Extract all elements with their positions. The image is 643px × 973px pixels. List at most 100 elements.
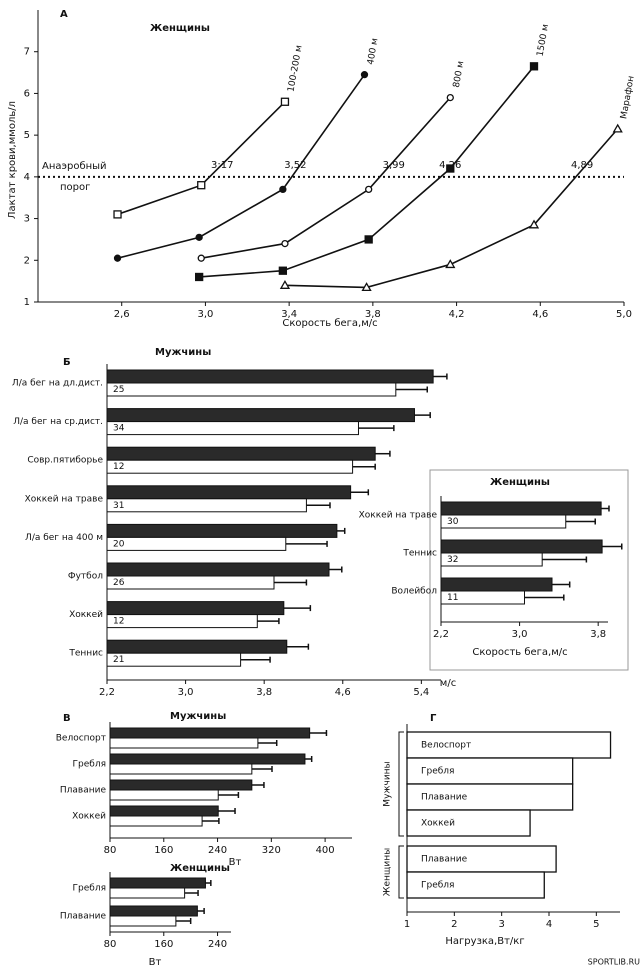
category-label: Гребля	[73, 884, 106, 894]
x-tick-label: 3	[498, 919, 504, 930]
marker	[365, 185, 373, 194]
category-label: Гребля	[421, 881, 454, 891]
line	[117, 101, 286, 216]
category-label: Совр.пятиборье	[27, 456, 103, 466]
sample-size: 21	[113, 655, 124, 665]
marker	[113, 254, 122, 262]
sample-size: 11	[447, 593, 458, 603]
x-axis-label: Вт	[229, 857, 242, 868]
bar	[106, 485, 352, 500]
category-label: Теннис	[402, 549, 437, 559]
category-label: Л/а бег на ср.дист.	[13, 417, 103, 427]
bar	[106, 369, 434, 384]
panel-letter: А	[60, 9, 68, 20]
x-tick-label: 160	[154, 939, 173, 950]
x-tick-label: 240	[208, 845, 227, 856]
category-label: Гребля	[73, 760, 106, 770]
bar	[106, 652, 242, 667]
marker	[280, 97, 290, 106]
bar	[106, 536, 287, 551]
x-tick-label: 3,8	[590, 629, 606, 640]
marker	[197, 181, 206, 190]
x-tick-label: 80	[104, 845, 117, 856]
y-tick-label: 5	[24, 130, 30, 141]
x-axis-label: Нагрузка,Вт/кг	[445, 936, 524, 947]
bar	[106, 446, 376, 461]
x-axis-label: Вт	[149, 957, 162, 968]
x-axis-label: м/с	[440, 678, 456, 689]
x-tick-label: 5	[593, 919, 599, 930]
group-label: Женщины	[383, 848, 393, 896]
inset-frame	[429, 469, 629, 671]
marker	[197, 254, 205, 262]
x-tick-label: 3,0	[178, 687, 194, 698]
category-label: Плавание	[421, 793, 468, 803]
x-tick-label: 240	[208, 939, 227, 950]
bar	[109, 905, 198, 917]
bar	[106, 382, 397, 397]
chart-title: Женщины	[490, 477, 550, 488]
bar	[106, 523, 338, 538]
x-tick-label: 5,4	[413, 687, 429, 698]
bar	[109, 779, 253, 791]
category-label: Велоспорт	[56, 734, 106, 744]
category-label: Хоккей на траве	[25, 494, 104, 504]
sample-size: 12	[113, 462, 124, 472]
y-tick-label: 1	[24, 297, 30, 308]
sample-size: 32	[447, 555, 458, 565]
x-tick-label: 320	[262, 845, 281, 856]
threshold-speed: 3,52	[284, 160, 306, 171]
y-tick-label: 3	[24, 214, 30, 225]
marker	[446, 164, 455, 173]
bar	[109, 753, 306, 765]
x-tick-label: 3,8	[256, 687, 272, 698]
bar	[106, 459, 354, 474]
bar	[440, 577, 553, 592]
x-tick-label: 1	[404, 919, 410, 930]
category-label: Л/а бег на 400 м	[25, 533, 103, 543]
bar	[109, 763, 253, 775]
x-tick-label: 3,4	[281, 309, 297, 320]
sample-size: 30	[447, 517, 459, 527]
group-label: Мужчины	[383, 761, 393, 806]
x-tick-label: 2,2	[99, 687, 115, 698]
x-axis-label: Скорость бега,м/с	[282, 318, 377, 329]
x-tick-label: 2,6	[114, 309, 130, 320]
x-tick-label: 4,6	[532, 309, 548, 320]
x-tick-label: 80	[104, 939, 117, 950]
marker	[113, 210, 122, 219]
sample-size: 26	[113, 578, 125, 588]
x-tick-label: 2	[451, 919, 457, 930]
category-label: Хоккей	[421, 819, 455, 829]
chart-title: Женщины	[170, 863, 230, 874]
bar	[406, 809, 531, 837]
bar	[406, 871, 545, 899]
line	[199, 65, 535, 278]
category-label: Плавание	[421, 855, 468, 865]
panel-letter: Г	[430, 713, 437, 724]
category-label: Волейбол	[391, 587, 437, 597]
category-label: Плавание	[60, 912, 107, 922]
category-label: Футбол	[68, 572, 103, 582]
group-bracket	[398, 731, 404, 837]
bar	[109, 737, 259, 749]
marker	[281, 239, 289, 248]
bar	[106, 498, 307, 513]
bar	[109, 915, 177, 927]
bar	[106, 408, 415, 423]
bar	[106, 421, 359, 436]
series-label: 1500 м	[536, 23, 552, 57]
bar	[109, 727, 311, 739]
threshold-speed: 3,99	[383, 160, 405, 171]
category-label: Гребля	[421, 767, 454, 777]
marker	[446, 93, 454, 102]
panel-letter: В	[63, 713, 71, 724]
marker	[195, 233, 203, 241]
bar	[109, 805, 219, 817]
marker	[612, 123, 623, 133]
watermark: SPORTLIB.RU	[588, 958, 640, 967]
bar	[106, 562, 330, 577]
category-label: Хоккей	[72, 812, 106, 822]
y-tick-label: 4	[24, 172, 30, 183]
x-tick-label: 3,0	[197, 309, 213, 320]
